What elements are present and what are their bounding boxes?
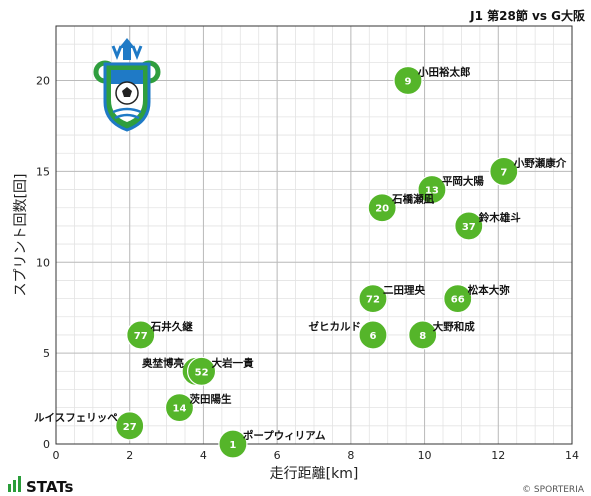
data-point-label: ゼヒカルド [308,320,361,333]
data-point-number: 14 [173,404,187,415]
y-tick-label: 15 [36,165,50,178]
data-point-label: ルイスフェリッペ [34,412,118,424]
data-point-marker [164,393,195,423]
x-tick-label: 8 [347,449,354,462]
club-crest-icon [93,38,161,132]
data-point-label: 鈴木雄斗 [479,211,521,224]
data-point: 1 ポープウィリアム [218,429,326,459]
data-point-marker [454,211,484,241]
data-point-number: 52 [195,367,209,378]
y-tick-label: 5 [43,347,50,360]
data-point-number: 9 [405,77,412,88]
y-tick-labels: 0 5 10 15 20 [36,75,50,451]
x-tick-label: 6 [274,449,281,462]
data-point: 8 大野和成 [408,320,475,350]
data-point-label: 大岩一貴 [212,356,254,369]
data-points: 9小田裕太郎7小野瀬康介13平岡大陽20石橋瀬凪37鈴木雄斗72二田理央66松本… [34,65,567,459]
data-point-label: 平岡大陽 [442,175,484,188]
y-axis-label: スプリント回数[回] [13,174,29,297]
data-point: 7 小野瀬康介 [489,156,567,186]
data-point-marker [358,284,388,314]
data-point-label: 茨田陽生 [189,393,231,406]
stats-logo-icon [8,476,21,492]
data-point-marker [218,429,248,459]
data-point-marker [115,411,145,441]
copyright-text: © SPORTERIA [522,485,585,495]
data-point-number: 72 [366,295,380,306]
x-tick-label: 4 [200,449,207,462]
data-point-label: ポープウィリアム [243,429,326,442]
data-point-label: 松本大弥 [468,284,510,297]
data-point: 6 ゼヒカルド [308,320,388,350]
data-point-marker [126,320,156,350]
data-point-number: 20 [375,204,389,215]
data-point-number: 27 [123,422,137,433]
data-point-number: 13 [425,186,439,197]
data-point-marker [358,320,388,350]
data-point-marker [367,193,397,223]
data-point-number: 6 [369,331,376,342]
data-point-label: 大野和成 [433,320,475,333]
y-tick-label: 20 [36,75,50,88]
data-point-label: 奥埜博亮 [142,356,184,369]
data-point-marker [489,156,519,186]
data-point-label: 石橋瀬凪 [391,193,434,206]
data-point-marker [408,320,438,350]
data-point-marker [417,174,447,205]
data-point-number: 1 [229,440,236,451]
chart-title: J1 第28節 vs G大阪 [469,8,586,23]
plot-frame [55,25,573,445]
x-tick-labels: 0 2 4 6 8 10 12 14 [53,449,580,462]
data-point-label: 石井久継 [150,320,193,333]
data-point: 27 ルイスフェリッペ [34,411,145,441]
data-point: 9 小田裕太郎 [393,65,471,96]
data-point-number: 8 [419,331,426,342]
x-tick-label: 0 [53,449,60,462]
y-tick-label: 0 [43,438,50,451]
data-point-marker [443,284,473,314]
data-point-number: 66 [451,295,465,306]
data-point-marker [186,356,217,386]
stats-brand: STATs [26,478,74,496]
x-tick-label: 10 [418,449,432,462]
data-point-label: 小田裕太郎 [417,66,471,79]
x-axis-label: 走行距離[km] [270,465,359,482]
data-point-number: 77 [134,331,148,342]
data-point-label: 小野瀬康介 [513,156,567,169]
y-tick-label: 10 [36,256,50,269]
data-point-number: 37 [462,222,476,233]
x-tick-label: 12 [491,449,505,462]
data-point-label: 二田理央 [383,284,425,297]
data-point-number: 7 [500,167,507,178]
x-tick-label: 2 [126,449,133,462]
x-tick-label: 14 [565,449,579,462]
data-point-marker [393,65,423,96]
